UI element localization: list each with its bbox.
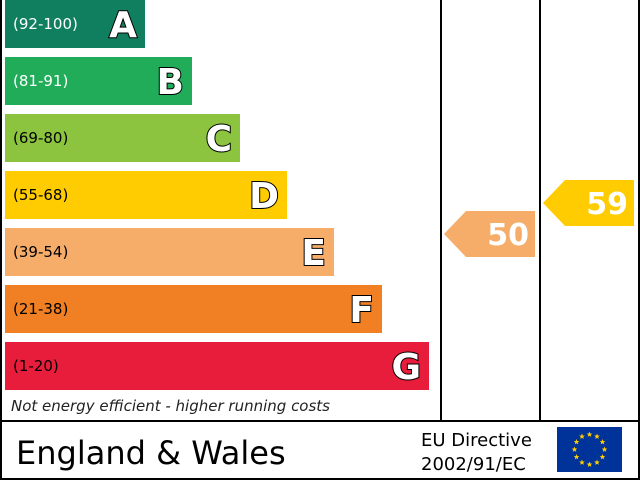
score-arrow-potential: 59 [543,180,634,226]
band-letter: C [206,119,232,160]
band-d: (55-68) D [5,171,287,219]
band-letter: E [301,233,326,274]
rating-bands: (92-100) A (81-91) B (69-80) C (55-68) D (39-54)… [5,0,429,390]
flag-star [594,433,600,439]
flag-star [586,461,593,467]
band-bar [5,171,287,219]
directive-line-1: EU Directive [421,430,532,451]
band-bar [5,285,382,333]
score-value: 59 [586,187,628,222]
band-bar [5,114,240,162]
score-arrow-shape [444,211,535,257]
band-range-label: (92-100) [13,15,78,33]
flag-star [601,446,608,452]
band-g: (1-20) G [5,342,429,390]
flag-star [579,459,585,465]
band-letter: B [157,62,184,103]
eu-flag-icon [557,427,622,472]
eu-flag-stars [571,431,608,467]
directive-line-2: 2002/91/EC [421,454,526,475]
flag-star [599,454,606,460]
region-label: England & Wales [16,434,286,472]
flag-star [599,439,606,445]
band-range-label: (69-80) [13,129,68,147]
band-range-label: (39-54) [13,243,68,261]
score-arrow-current: 50 [444,211,535,257]
band-bar [5,228,334,276]
flag-star [573,439,580,445]
band-c: (69-80) C [5,114,240,162]
band-letter: F [349,290,374,331]
score-arrow-shape [543,180,634,226]
footnote-text: Not energy efficient - higher running co… [11,397,330,415]
band-range-label: (1-20) [13,357,59,375]
band-bar [5,0,145,48]
flag-star [586,431,593,437]
band-a: (92-100) A [5,0,145,48]
band-range-label: (55-68) [13,186,68,204]
flag-star [571,446,578,452]
band-range-label: (81-91) [13,72,68,90]
flag-star [579,433,585,439]
band-f: (21-38) F [5,285,382,333]
band-bar [5,57,192,105]
flag-star [573,454,580,460]
band-range-label: (21-38) [13,300,68,318]
band-letter: A [109,5,137,46]
score-value: 50 [487,218,529,253]
band-b: (81-91) B [5,57,192,105]
flag-star [594,459,600,465]
band-letter: D [249,176,279,217]
band-bar [5,342,429,390]
score-arrows: 50 59 [444,180,634,257]
band-letter: G [391,347,421,388]
band-e: (39-54) E [5,228,334,276]
